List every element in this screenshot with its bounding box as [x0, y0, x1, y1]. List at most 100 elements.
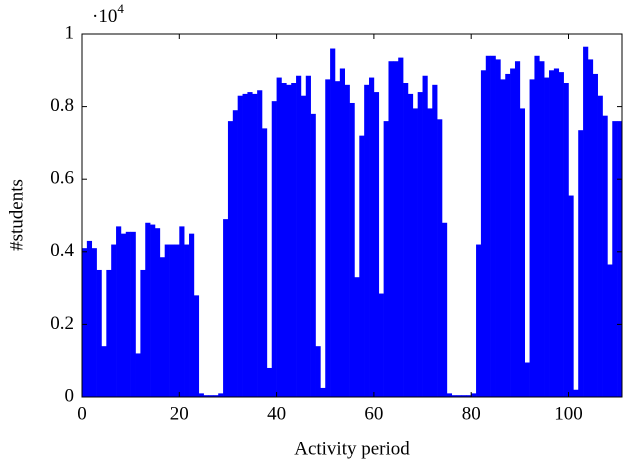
- bar: [539, 61, 545, 397]
- bar: [563, 83, 569, 397]
- bar: [558, 72, 564, 398]
- bar: [422, 75, 428, 398]
- x-tick-label: 20: [170, 403, 189, 424]
- bar: [193, 295, 200, 397]
- bar: [101, 346, 107, 397]
- bar: [91, 248, 97, 397]
- bar: [262, 128, 268, 397]
- y-multiplier: ·104: [92, 1, 124, 27]
- bar: [369, 77, 375, 397]
- bar: [125, 231, 131, 397]
- bar: [480, 70, 487, 398]
- bar: [227, 121, 234, 398]
- bar: [281, 83, 287, 397]
- bar: [510, 68, 516, 398]
- bar: [432, 84, 438, 397]
- bar: [597, 95, 603, 398]
- bar: [553, 68, 560, 398]
- bar: [106, 269, 112, 397]
- bar: [213, 395, 219, 397]
- bar: [549, 70, 555, 398]
- bar: [223, 219, 229, 397]
- bar: [159, 257, 166, 397]
- bar: [451, 395, 457, 397]
- bar: [359, 135, 365, 397]
- plot-frame: [81, 33, 623, 398]
- bar: [514, 61, 521, 397]
- y-axis-label: #students: [6, 179, 27, 251]
- bar: [330, 48, 336, 398]
- bar: [388, 61, 394, 397]
- bar: [120, 233, 127, 397]
- bar: [184, 244, 190, 397]
- bar: [198, 393, 204, 397]
- bar: [578, 130, 584, 397]
- bar: [534, 55, 540, 397]
- bar: [349, 102, 355, 397]
- y-tick-label: 0.4: [50, 240, 74, 261]
- bar: [412, 108, 418, 397]
- bar: [169, 244, 175, 397]
- bar: [237, 95, 243, 398]
- y-multiplier-base: ·10: [92, 6, 117, 27]
- bar: [354, 277, 360, 397]
- bar: [271, 101, 277, 397]
- y-tick-label: 0: [65, 385, 75, 406]
- bar: [583, 46, 589, 398]
- bar: [490, 55, 496, 397]
- y-tick-label: 1: [65, 22, 75, 43]
- bar: [300, 95, 307, 398]
- bar: [325, 79, 331, 397]
- bar: [339, 68, 346, 398]
- bar: [242, 93, 248, 398]
- bar: [266, 367, 273, 397]
- bar: [232, 110, 238, 397]
- bar: [286, 84, 292, 397]
- bar: [461, 395, 467, 397]
- bar: [252, 93, 258, 398]
- bar: [607, 264, 613, 397]
- bar: [446, 393, 453, 397]
- bar: [344, 84, 350, 397]
- bar: [135, 353, 141, 397]
- bar: [320, 387, 326, 397]
- bar: [393, 61, 399, 397]
- x-axis-label: Activity period: [294, 438, 410, 459]
- x-tick-label: 40: [267, 403, 286, 424]
- bar: [140, 269, 146, 397]
- bar: [111, 244, 117, 397]
- bar: [485, 55, 491, 397]
- y-tick-label: 0.8: [50, 95, 74, 116]
- bar: [203, 395, 209, 397]
- bar: [276, 77, 282, 397]
- bar: [398, 57, 404, 397]
- bar: [476, 244, 482, 397]
- bar: [154, 228, 161, 397]
- bar: [189, 233, 195, 397]
- bar: [164, 244, 170, 397]
- bar: [505, 73, 511, 398]
- bar: [612, 121, 618, 398]
- bar: [364, 84, 370, 397]
- bar: [291, 83, 297, 397]
- bar: [437, 119, 443, 398]
- y-tick-label: 0.6: [50, 168, 74, 189]
- bar: [519, 108, 526, 397]
- bar: [495, 59, 501, 397]
- x-tick-label: 80: [462, 403, 481, 424]
- bar: [296, 75, 302, 398]
- bar: [315, 346, 321, 397]
- bar: [179, 226, 185, 397]
- bar: [208, 395, 214, 397]
- bar: [456, 395, 462, 397]
- y-multiplier-exponent: 4: [117, 1, 124, 16]
- bar: [218, 393, 224, 397]
- bar: [247, 92, 253, 397]
- bar: [544, 77, 550, 397]
- x-tick-label: 0: [77, 403, 87, 424]
- bar: [378, 293, 384, 397]
- bar: [82, 248, 88, 397]
- bar: [130, 231, 136, 397]
- bar: [442, 222, 448, 397]
- bar: [407, 93, 414, 398]
